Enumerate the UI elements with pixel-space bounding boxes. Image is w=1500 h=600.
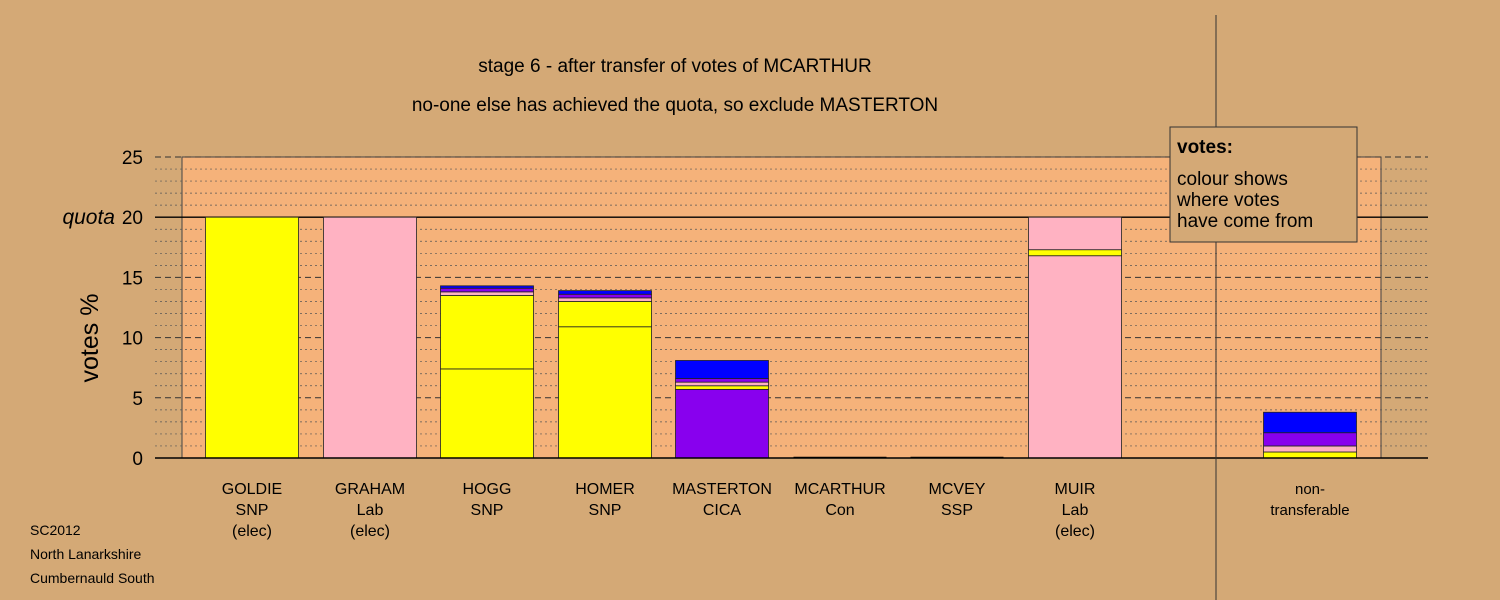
bar-segment	[440, 368, 534, 459]
bar-segment	[558, 297, 652, 302]
x-tick-label: (elec)	[350, 523, 390, 540]
footer-line-ward: Cumbernauld South	[30, 570, 155, 586]
bar-segment	[440, 291, 534, 296]
x-tick-label: SNP	[471, 502, 504, 519]
x-tick-label: GRAHAM	[335, 481, 405, 498]
x-tick-label: SNP	[589, 502, 622, 519]
x-tick-label: MCARTHUR	[794, 481, 885, 498]
legend-line: colour shows	[1177, 169, 1288, 190]
bar-segment	[675, 378, 769, 383]
bar-segment	[675, 388, 769, 459]
y-tick-label: 15	[122, 268, 143, 289]
bar-segment	[1028, 249, 1122, 257]
footer-line-council: North Lanarkshire	[30, 546, 142, 562]
y-axis-label: votes %	[76, 294, 104, 383]
legend-line: where votes	[1176, 190, 1279, 211]
bar-segment	[675, 360, 769, 379]
bar-segment	[440, 285, 534, 289]
bar-segment	[558, 301, 652, 328]
bar-segment	[1263, 411, 1357, 434]
quota-label: quota	[62, 206, 115, 229]
bar-segment	[1263, 451, 1357, 459]
legend: votes: colour shows where votes have com…	[1169, 126, 1358, 243]
y-tick-label: 5	[132, 389, 143, 410]
bar-segment	[1263, 445, 1357, 453]
x-tick-label: HOMER	[575, 481, 635, 498]
bar-segment	[675, 381, 769, 387]
x-tick-label: transferable	[1270, 502, 1349, 519]
x-tick-label: GOLDIE	[222, 481, 282, 498]
x-tick-label: CICA	[703, 502, 742, 519]
bar-segment	[1028, 216, 1122, 251]
x-tick-label: MCVEY	[929, 481, 986, 498]
bar-segment	[558, 326, 652, 459]
x-tick-label: SSP	[941, 502, 973, 519]
x-tick-label: (elec)	[1055, 523, 1095, 540]
x-tick-label: SNP	[236, 502, 269, 519]
bar-segment	[440, 295, 534, 370]
bar-segment	[440, 287, 534, 293]
footer-line-election: SC2012	[30, 522, 81, 538]
x-tick-label: MASTERTON	[672, 481, 772, 498]
x-tick-label: Con	[825, 502, 854, 519]
bar-segment	[558, 293, 652, 299]
chart-subtitle: no-one else has achieved the quota, so e…	[412, 95, 938, 116]
bar-segment	[1263, 432, 1357, 447]
y-tick-label: 0	[132, 449, 143, 470]
y-tick-label: 20	[122, 208, 143, 229]
x-tick-label: Lab	[357, 502, 384, 519]
chart-title: stage 6 - after transfer of votes of MCA…	[478, 56, 872, 77]
legend-line: have come from	[1177, 211, 1313, 232]
y-tick-label: 10	[122, 329, 143, 350]
bar-segment	[323, 216, 417, 459]
x-tick-label: non-	[1295, 481, 1325, 498]
y-tick-label: 25	[122, 148, 143, 169]
bar-segment	[675, 385, 769, 390]
x-tick-label: HOGG	[463, 481, 512, 498]
x-tick-label: (elec)	[232, 523, 272, 540]
bar-segment	[558, 290, 652, 295]
legend-box	[1169, 126, 1358, 243]
legend-title: votes:	[1177, 137, 1233, 158]
bar-segment	[205, 216, 299, 459]
x-tick-label: MUIR	[1055, 481, 1096, 498]
x-tick-label: Lab	[1062, 502, 1089, 519]
bar-segment	[1028, 255, 1122, 459]
